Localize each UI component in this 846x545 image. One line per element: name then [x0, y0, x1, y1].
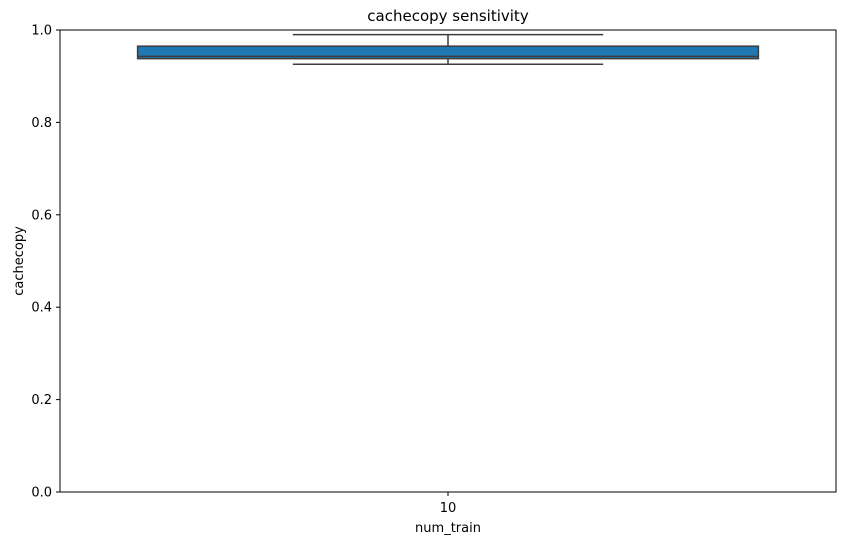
x-axis-label: num_train — [415, 521, 481, 536]
x-axis-ticks: 10 — [440, 492, 457, 516]
plot-area-frame — [59, 29, 837, 493]
y-tick-label: 0.2 — [31, 393, 52, 408]
y-tick-label: 0.4 — [31, 301, 52, 316]
y-axis-label: cachecopy — [12, 226, 27, 296]
y-tick-label: 0.0 — [31, 486, 52, 501]
x-tick-label: 10 — [440, 501, 457, 516]
y-tick-label: 0.6 — [31, 208, 52, 223]
y-tick-label: 0.8 — [31, 116, 52, 131]
chart-title: cachecopy sensitivity — [367, 7, 529, 25]
y-tick-label: 1.0 — [31, 24, 52, 39]
box-layer — [136, 33, 760, 65]
y-axis-ticks: 0.0 0.2 0.4 0.6 0.8 1.0 — [31, 24, 60, 501]
box-iqr — [136, 45, 760, 60]
